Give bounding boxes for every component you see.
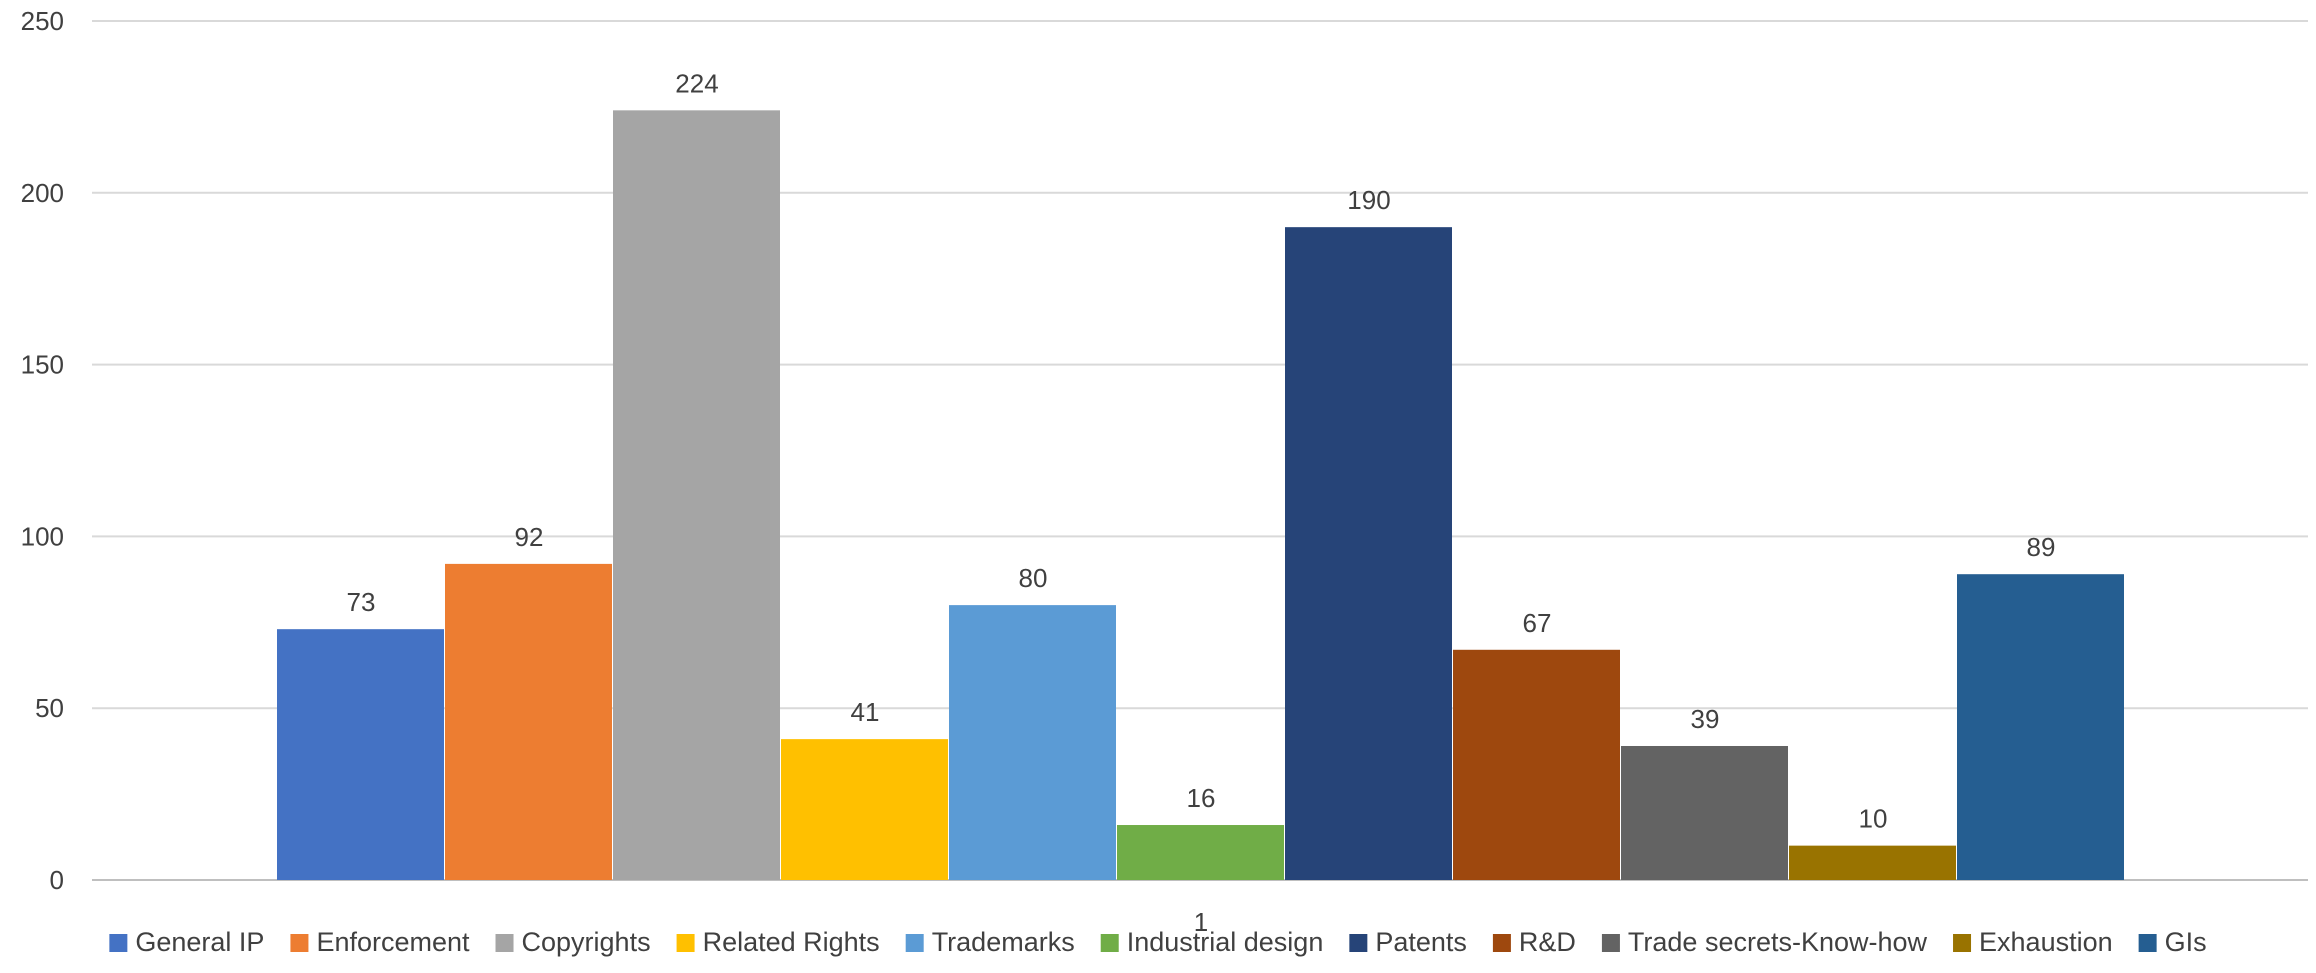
legend-label: Industrial design xyxy=(1127,927,1324,957)
bar-exhaustion xyxy=(1789,845,1956,880)
y-tick-label: 200 xyxy=(21,178,64,208)
bar-enforcement xyxy=(445,563,612,880)
legend-label: General IP xyxy=(135,927,264,957)
legend-swatch xyxy=(1349,934,1368,952)
bar-general-ip xyxy=(277,629,444,880)
data-label: 92 xyxy=(515,522,544,552)
legend-label: Exhaustion xyxy=(1979,927,2113,957)
legend-swatch xyxy=(2138,934,2157,952)
legend: General IP Enforcement Copyrights Related R… xyxy=(109,927,2207,957)
legend-swatch xyxy=(1492,934,1511,952)
x-category-label: 1 xyxy=(1194,907,1208,937)
legend-item-copyrights: Copyrights xyxy=(495,927,651,957)
y-tick-label: 0 xyxy=(50,865,64,895)
legend-item-gis: GIs xyxy=(2138,927,2207,957)
data-labels: 73 92 224 41 80 16 190 67 39 10 89 xyxy=(347,68,2056,833)
data-label: 10 xyxy=(1859,804,1888,834)
legend-label: Trade secrets-Know-how xyxy=(1628,927,1928,957)
legend-label: Trademarks xyxy=(932,927,1075,957)
data-label: 80 xyxy=(1019,563,1048,593)
legend-label: Enforcement xyxy=(316,927,470,957)
bar-trademarks xyxy=(949,605,1116,880)
legend-swatch xyxy=(495,934,514,952)
x-axis: 1 xyxy=(1194,907,1208,937)
legend-swatch xyxy=(1100,934,1119,952)
legend-item-trade-secrets-know-how: Trade secrets-Know-how xyxy=(1601,927,1928,957)
bar-gis xyxy=(1957,574,2124,880)
data-label: 224 xyxy=(675,68,718,98)
y-tick-label: 100 xyxy=(21,521,64,551)
legend-swatch xyxy=(290,934,309,952)
legend-item-enforcement: Enforcement xyxy=(290,927,470,957)
bar-copyrights xyxy=(613,110,780,880)
legend-label: Copyrights xyxy=(522,927,651,957)
legend-item-related-rights: Related Rights xyxy=(676,927,880,957)
legend-swatch xyxy=(676,934,695,952)
y-axis-tick-labels: 0 50 100 150 200 250 xyxy=(21,6,64,895)
bar-industrial-design xyxy=(1117,825,1284,880)
data-label: 16 xyxy=(1187,783,1216,813)
bars xyxy=(277,110,2124,880)
legend-label: R&D xyxy=(1519,927,1576,957)
data-label: 41 xyxy=(851,697,880,727)
bar-patents xyxy=(1285,227,1452,880)
legend-item-patents: Patents xyxy=(1349,927,1467,957)
data-label: 190 xyxy=(1347,185,1390,215)
data-label: 67 xyxy=(1523,608,1552,638)
legend-label: Patents xyxy=(1375,927,1467,957)
data-label: 39 xyxy=(1691,704,1720,734)
legend-item-general-ip: General IP xyxy=(109,927,264,957)
legend-label: GIs xyxy=(2165,927,2207,957)
legend-swatch xyxy=(1953,934,1972,952)
bar-trade-secrets-know-how xyxy=(1621,745,1788,880)
legend-label: Related Rights xyxy=(703,927,880,957)
y-tick-label: 50 xyxy=(35,693,64,723)
legend-item-exhaustion: Exhaustion xyxy=(1953,927,2113,957)
legend-item-trademarks: Trademarks xyxy=(905,927,1075,957)
data-label: 89 xyxy=(2027,532,2056,562)
y-tick-label: 150 xyxy=(21,350,64,380)
y-tick-label: 250 xyxy=(21,6,64,36)
bar-r-d xyxy=(1453,649,1620,880)
data-label: 73 xyxy=(347,587,376,617)
bar-related-rights xyxy=(781,739,948,880)
legend-item-industrial-design: Industrial design xyxy=(1100,927,1324,957)
legend-swatch xyxy=(1601,934,1620,952)
legend-item-r-d: R&D xyxy=(1492,927,1576,957)
legend-swatch xyxy=(109,934,128,952)
legend-swatch xyxy=(905,934,924,952)
